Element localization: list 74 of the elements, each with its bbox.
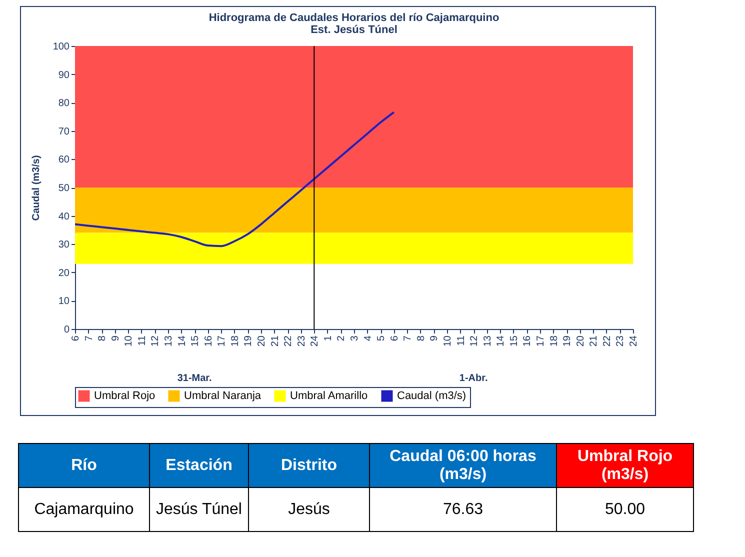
x-tick-label: 23 [615, 335, 626, 347]
x-tick-label: 11 [456, 335, 467, 346]
x-tick-label: 6 [70, 335, 82, 342]
x-tick-label: 9 [110, 335, 122, 342]
text: Distrito [248, 444, 370, 488]
x-tick-label: 14 [176, 335, 188, 347]
x-tick-label: 10 [124, 335, 135, 347]
legend-label: Umbral Naranja [184, 390, 262, 402]
x-tick-label: 24 [628, 335, 640, 347]
x-tick-label: 18 [548, 335, 560, 347]
y-tick-label: 30 [58, 240, 70, 251]
x-tick-label: 9 [429, 335, 440, 342]
x-tick-label: 5 [376, 335, 388, 342]
x-tick-label: 13 [482, 335, 494, 347]
y-tick-label: 20 [58, 268, 70, 279]
x-tick-label: 17 [536, 335, 546, 347]
x-tick-label: 11 [136, 335, 148, 346]
y-axis-title: Caudal (m3/s) [30, 155, 42, 221]
x-tick-label: 19 [562, 335, 574, 347]
x-tick-label: 12 [469, 335, 480, 347]
x-tick-label: 22 [283, 335, 294, 347]
x-tick-label: 21 [270, 335, 281, 347]
x-tick-label: 3 [350, 335, 360, 342]
x-tick-label: 17 [216, 335, 228, 347]
x-tick-label: 1 [322, 335, 334, 342]
legend-label: Caudal (m3/s) [397, 390, 466, 402]
x-tick-label: 8 [97, 335, 108, 342]
x-tick-label: 24 [310, 335, 321, 347]
x-tick-label: 15 [508, 335, 520, 347]
text: Jesús Túnel [150, 488, 248, 532]
x-tick-label: 23 [296, 335, 308, 347]
text: 1-Abr. [459, 373, 488, 384]
x-tick-label: 18 [230, 335, 241, 347]
y-tick-label: 70 [58, 126, 70, 138]
text: Caudal 06:00 horas (m3/s) [370, 444, 556, 488]
y-tick-label: 80 [58, 98, 70, 110]
chart-subtitle: Est. Jesús Túnel [310, 24, 398, 36]
y-tick-label: 90 [58, 70, 70, 81]
y-tick-label: 50 [58, 183, 70, 194]
x-tick-label: 7 [84, 335, 95, 342]
x-tick-label: 19 [243, 335, 254, 347]
x-tick-label: 2 [336, 335, 348, 342]
x-tick-label: 10 [442, 335, 454, 347]
y-tick-label: 10 [58, 296, 70, 308]
text: Estación [150, 444, 248, 488]
x-tick-label: 22 [602, 335, 613, 347]
text: Umbral Rojo (m3/s) [556, 444, 694, 488]
y-tick-label: 0 [64, 324, 70, 336]
text: 76.63 [370, 488, 556, 532]
x-tick-label: 15 [190, 335, 202, 347]
line-series [75, 111, 395, 248]
x-tick-label: 20 [256, 335, 268, 347]
x-tick-label: 12 [150, 335, 162, 347]
x-tick-label: 16 [203, 335, 214, 347]
x-tick-label: 21 [588, 335, 600, 347]
x-tick-label: 4 [362, 335, 374, 342]
legend-label: Umbral Amarillo [290, 390, 368, 402]
x-tick-label: 6 [389, 335, 400, 342]
legend-label: Umbral Rojo [94, 390, 156, 402]
text: Río [18, 444, 150, 488]
x-tick-label: 16 [522, 335, 534, 347]
y-tick-label: 60 [58, 154, 70, 166]
text: 31-Mar. [177, 373, 212, 384]
y-tick-label: 100 [52, 42, 70, 52]
text: Jesús [248, 488, 370, 532]
x-tick-label: 13 [164, 335, 174, 347]
chart-title: Hidrograma de Caudales Horarios del río Cajamarquino [208, 12, 500, 24]
text: 50.00 [556, 488, 694, 532]
x-tick-label: 14 [496, 335, 507, 347]
x-tick-label: 7 [402, 335, 414, 342]
text: Cajamarquino [18, 488, 150, 532]
x-tick-label: 20 [575, 335, 586, 347]
y-tick-label: 40 [58, 211, 70, 222]
x-tick-label: 8 [416, 335, 427, 342]
